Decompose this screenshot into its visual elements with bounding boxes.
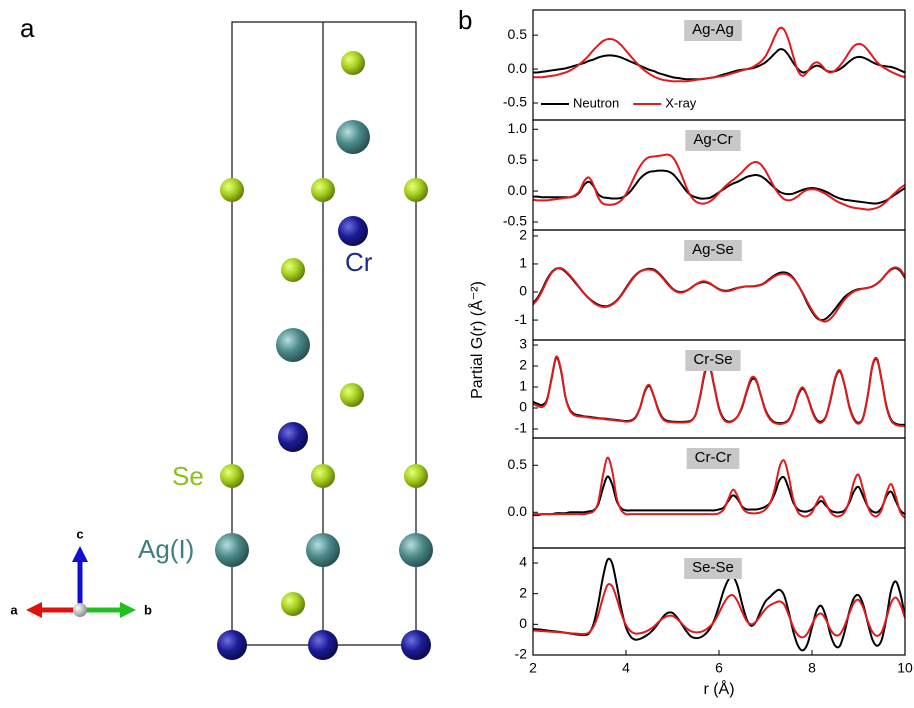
- y-tick-label: -1: [515, 420, 528, 436]
- panel: 2 1 0 -1 Ag-Se: [515, 227, 905, 340]
- y-tick-label: -0.5: [503, 94, 527, 110]
- x-tick-label: 2: [529, 660, 537, 676]
- y-tick-label: 0.5: [508, 456, 528, 472]
- axis-triad: [26, 546, 136, 618]
- x-tick-label: 10: [897, 660, 913, 676]
- panel: 1.00.50.0-0.5Ag-Cr: [503, 120, 905, 230]
- line: [533, 171, 905, 204]
- y-tick-label: 2: [519, 227, 527, 243]
- chart-title: Ag-Se: [692, 241, 734, 258]
- y-tick-label: 1.0: [508, 120, 528, 136]
- panel-label: b: [458, 5, 472, 35]
- y-tick-label: -2: [515, 646, 528, 662]
- y-tick-label: 3: [519, 336, 527, 352]
- x-tick-label: 4: [622, 660, 630, 676]
- chart-title: Ag-Ag: [692, 21, 734, 38]
- axis-label: c: [76, 526, 83, 541]
- y-tick-label: 0: [519, 283, 527, 299]
- line: [533, 476, 905, 515]
- atom-label: Cr: [345, 247, 373, 277]
- y-tick-label: 0: [519, 615, 527, 631]
- y-axis-label: Partial G(r) (Å⁻²): [467, 281, 486, 399]
- axis-label: a: [10, 602, 18, 617]
- y-tick-label: 2: [519, 357, 527, 373]
- y-tick-label: 0.0: [508, 503, 528, 519]
- line: [533, 267, 905, 321]
- y-tick-label: 4: [519, 554, 527, 570]
- legend-label: X-ray: [665, 95, 697, 110]
- chart-title: Se-Se: [692, 559, 734, 576]
- figure: a b Cr Se Ag(I) c a b Partial G(r) (Å⁻²)…: [0, 0, 914, 708]
- atom-label: Se: [172, 461, 204, 491]
- y-tick-label: 0.0: [508, 60, 528, 76]
- series-group: [533, 155, 905, 210]
- y-tick-label: 1: [519, 378, 527, 394]
- chart-title: Cr-Se: [693, 351, 732, 368]
- x-axis-label: r (Å): [703, 679, 734, 698]
- cr-atoms: [217, 216, 431, 660]
- panel: 3 2 1 0 -1 Cr-Se: [515, 336, 905, 438]
- legend-label: Neutron: [573, 95, 619, 110]
- se-atoms: [220, 51, 428, 616]
- y-tick-label: 1: [519, 255, 527, 271]
- axis-label: b: [144, 602, 152, 617]
- chart-title: Cr-Cr: [695, 449, 732, 466]
- y-tick-label: 0.5: [508, 151, 528, 167]
- series-group: [533, 267, 905, 321]
- chart-title: Ag-Cr: [693, 131, 732, 148]
- x-tick-label: 8: [808, 660, 816, 676]
- x-tick-label: 6: [715, 660, 723, 676]
- y-tick-label: 0: [519, 399, 527, 415]
- y-tick-label: 0.0: [508, 182, 528, 198]
- panel: 0.5 0.0 Cr-Cr: [508, 438, 905, 548]
- y-tick-label: 0.5: [508, 26, 528, 42]
- y-tick-label: 2: [519, 584, 527, 600]
- panel-label: a: [20, 13, 35, 43]
- y-tick-label: -1: [515, 311, 528, 327]
- panel: 0.5 0.0 -0.5 Ag-Ag Neutron X-ray: [503, 10, 905, 120]
- atom-label: Ag(I): [138, 534, 194, 564]
